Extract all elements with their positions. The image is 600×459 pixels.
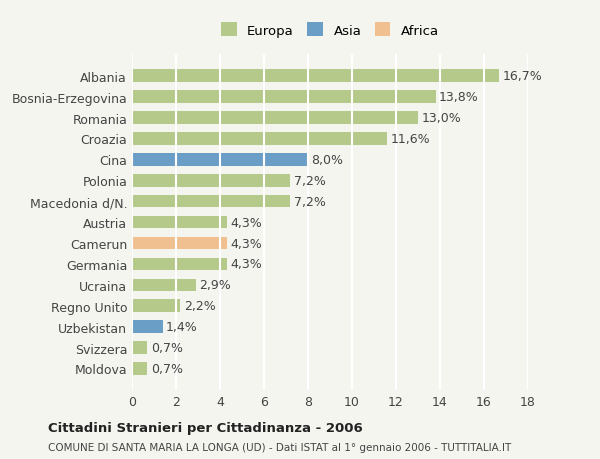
Text: 11,6%: 11,6% — [391, 133, 430, 146]
Bar — [132, 258, 227, 271]
Text: 4,3%: 4,3% — [230, 258, 262, 271]
Bar — [132, 237, 227, 250]
Text: 4,3%: 4,3% — [230, 216, 262, 229]
Text: 13,0%: 13,0% — [421, 112, 461, 125]
Text: 7,2%: 7,2% — [294, 195, 326, 208]
Legend: Europa, Asia, Africa: Europa, Asia, Africa — [215, 18, 445, 43]
Text: Cittadini Stranieri per Cittadinanza - 2006: Cittadini Stranieri per Cittadinanza - 2… — [48, 421, 363, 435]
Bar — [132, 300, 181, 312]
Text: 0,7%: 0,7% — [151, 362, 182, 375]
Bar — [132, 321, 163, 333]
Text: 1,4%: 1,4% — [166, 320, 198, 333]
Bar — [132, 196, 290, 208]
Bar — [132, 341, 148, 354]
Text: 2,2%: 2,2% — [184, 300, 215, 313]
Bar — [132, 112, 418, 124]
Text: 0,7%: 0,7% — [151, 341, 182, 354]
Bar — [132, 91, 436, 104]
Text: 16,7%: 16,7% — [503, 70, 542, 83]
Bar — [132, 133, 387, 146]
Bar — [132, 70, 499, 83]
Text: 13,8%: 13,8% — [439, 91, 479, 104]
Bar — [132, 363, 148, 375]
Bar — [132, 279, 196, 291]
Bar — [132, 154, 308, 166]
Text: COMUNE DI SANTA MARIA LA LONGA (UD) - Dati ISTAT al 1° gennaio 2006 - TUTTITALIA: COMUNE DI SANTA MARIA LA LONGA (UD) - Da… — [48, 442, 511, 452]
Text: 2,9%: 2,9% — [199, 279, 231, 291]
Text: 8,0%: 8,0% — [311, 154, 343, 167]
Bar — [132, 174, 290, 187]
Bar — [132, 216, 227, 229]
Text: 4,3%: 4,3% — [230, 237, 262, 250]
Text: 7,2%: 7,2% — [294, 174, 326, 187]
